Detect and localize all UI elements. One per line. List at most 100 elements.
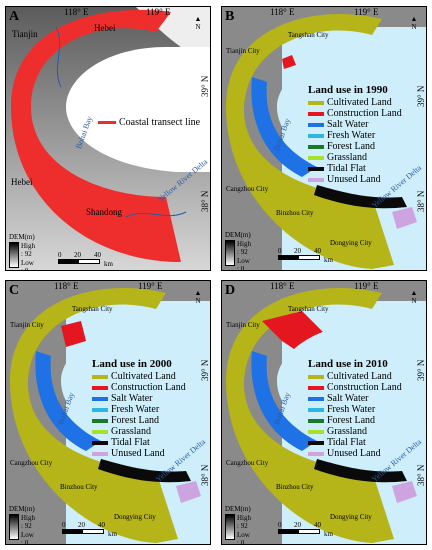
- legend-unused: Unused Land: [327, 174, 381, 185]
- north-arrow-icon: ▲ N: [194, 289, 202, 305]
- scale-tick-40: 40: [314, 247, 321, 255]
- dem-high: High : 92: [21, 514, 35, 530]
- landuse-legend: Land use in 2010 Cultivated Land Constru…: [308, 359, 402, 459]
- legend-unused: Unused Land: [111, 448, 165, 459]
- lat-label-39: 39° N: [416, 85, 426, 107]
- lat-label-38: 38° N: [200, 464, 210, 486]
- dem-low: Low : 0: [21, 259, 34, 271]
- transect-swatch: [98, 121, 116, 124]
- dem-legend: DEM(m) High : 92 Low : 0: [225, 231, 251, 270]
- scale-tick-20: 20: [74, 251, 81, 259]
- swatch-unused: [92, 451, 108, 456]
- swatch-unused: [308, 177, 324, 182]
- landuse-legend: Land use in 1990 Cultivated Land Constru…: [308, 85, 402, 185]
- swatch-tidal-flat: [308, 440, 324, 445]
- river-line: [125, 211, 187, 218]
- dem-legend: DEM(m) High : 92 Low : 0: [225, 505, 251, 544]
- place-shandong: Shandong: [86, 207, 122, 217]
- legend-construction: Construction Land: [327, 382, 402, 393]
- tidal-flat-patch: [314, 459, 407, 483]
- legend-grassland: Grassland: [327, 426, 367, 437]
- lon-label-119: 119° E: [354, 7, 379, 17]
- panel-label: C: [9, 283, 20, 298]
- scale-bar-graphic: [62, 529, 104, 534]
- dem-legend: DEM(m) High : 92 Low : 0: [9, 233, 35, 270]
- legend-tidal-flat: Tidal Flat: [111, 437, 150, 448]
- swatch-forest: [308, 144, 324, 149]
- swatch-grassland: [92, 429, 108, 434]
- transect-band: [11, 9, 181, 262]
- swatch-tidal-flat: [308, 166, 324, 171]
- dem-low: Low : 0: [237, 531, 250, 545]
- swatch-forest: [92, 418, 108, 423]
- dem-ramp: [225, 514, 235, 540]
- swatch-unused: [308, 451, 324, 456]
- dem-legend: DEM(m) High : 92 Low : 0: [9, 505, 35, 544]
- lat-label-38: 38° N: [416, 464, 426, 486]
- city-dongying: Dongying City: [330, 239, 372, 247]
- city-dongying: Dongying City: [330, 513, 372, 521]
- north-label: N: [411, 297, 417, 305]
- scale-tick-40: 40: [314, 521, 321, 529]
- north-label: N: [195, 23, 201, 31]
- lon-label-119: 119° E: [354, 281, 379, 291]
- city-binzhou: Binzhou City: [276, 483, 314, 491]
- dem-ramp: [9, 514, 19, 540]
- panel-d: D 118° E 119° E 39° N 38° N Tangshan Cit…: [221, 280, 427, 545]
- dem-low: Low : 0: [21, 531, 34, 545]
- city-tianjin: Tianjin City: [226, 47, 260, 55]
- dem-high: High : 92: [237, 514, 251, 530]
- legend-title: Land use in 1990: [308, 84, 388, 96]
- city-binzhou: Binzhou City: [60, 483, 98, 491]
- swatch-grassland: [308, 429, 324, 434]
- panel-b: B 118° E 119° E 39° N 38° N Tangshan Cit…: [221, 6, 427, 271]
- swatch-construction: [308, 111, 324, 116]
- legend-tidal-flat: Tidal Flat: [327, 437, 366, 448]
- scale-unit: km: [324, 256, 333, 264]
- scale-bar-graphic: [278, 529, 320, 534]
- dem-title: DEM(m): [9, 505, 35, 513]
- unused-patch: [176, 481, 201, 503]
- legend-forest: Forest Land: [327, 141, 376, 152]
- scale-bar-graphic: [58, 259, 100, 264]
- tidal-flat-patch: [314, 185, 407, 209]
- dem-high: High : 92: [21, 242, 35, 258]
- landuse-legend: Land use in 2000 Cultivated Land Constru…: [92, 359, 186, 459]
- legend-grassland: Grassland: [111, 426, 151, 437]
- scale-bar-graphic: [278, 255, 320, 260]
- legend-forest: Forest Land: [327, 415, 376, 426]
- lat-label-38: 38° N: [200, 190, 210, 212]
- river-line-2: [55, 26, 62, 88]
- scale-unit: km: [104, 260, 113, 268]
- panel-c: C 118° E 119° E 39° N 38° N Tangshan Cit…: [5, 280, 211, 545]
- legend-construction: Construction Land: [327, 108, 402, 119]
- dem-title: DEM(m): [225, 505, 251, 513]
- lon-label-118: 118° E: [64, 7, 89, 17]
- panel-d-map: [222, 281, 426, 544]
- legend-fresh-water: Fresh Water: [111, 404, 160, 415]
- lon-label-119: 119° E: [146, 7, 171, 17]
- swatch-salt-water: [308, 396, 324, 401]
- lat-label-39: 39° N: [200, 75, 210, 97]
- scale-tick-40: 40: [94, 251, 101, 259]
- swatch-fresh-water: [92, 407, 108, 412]
- legend-title: Land use in 2010: [308, 358, 388, 370]
- scale-tick-0: 0: [278, 247, 282, 255]
- legend-forest: Forest Land: [111, 415, 160, 426]
- north-arrow-icon: ▲ N: [410, 15, 418, 31]
- swatch-grassland: [308, 155, 324, 160]
- city-tangshan: Tangshan City: [288, 31, 329, 39]
- dem-title: DEM(m): [9, 233, 35, 241]
- bohai-bay: [66, 47, 210, 172]
- swatch-forest: [308, 418, 324, 423]
- scale-tick-0: 0: [278, 521, 282, 529]
- city-cangzhou: Cangzhou City: [226, 459, 269, 467]
- dem-title: DEM(m): [225, 231, 251, 239]
- swatch-cultivated: [308, 100, 324, 105]
- swatch-tidal-flat: [92, 440, 108, 445]
- city-tangshan: Tangshan City: [288, 305, 329, 313]
- legend-cultivated: Cultivated Land: [327, 97, 392, 108]
- panel-a: A 118° E 119° E 39° N 38° N Hebei Tianji…: [5, 6, 211, 271]
- construction-patch: [61, 321, 86, 347]
- scale-tick-20: 20: [78, 521, 85, 529]
